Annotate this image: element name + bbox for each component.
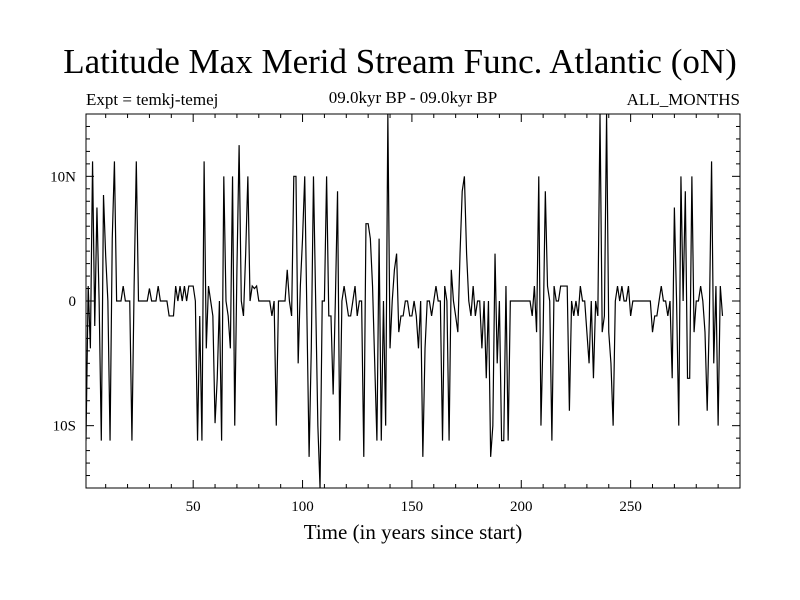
y-tick-label: 10N (50, 169, 76, 185)
x-tick-label: 200 (510, 499, 533, 515)
x-tick-label: 150 (401, 499, 424, 515)
experiment-label: Expt = temkj-temej (86, 90, 219, 109)
y-tick-label: 10S (53, 419, 76, 435)
y-tick-label: 0 (69, 294, 77, 310)
x-tick-label: 50 (186, 499, 201, 515)
series-line (86, 114, 724, 488)
period-label: 09.0kyr BP - 09.0kyr BP (328, 88, 498, 107)
x-tick-label: 250 (619, 499, 642, 515)
months-label: ALL_MONTHS (626, 90, 740, 109)
x-tick-label: 100 (291, 499, 314, 515)
chart-title: Latitude Max Merid Stream Func. Atlantic… (63, 42, 737, 81)
x-axis-label: Time (in years since start) (303, 520, 523, 544)
